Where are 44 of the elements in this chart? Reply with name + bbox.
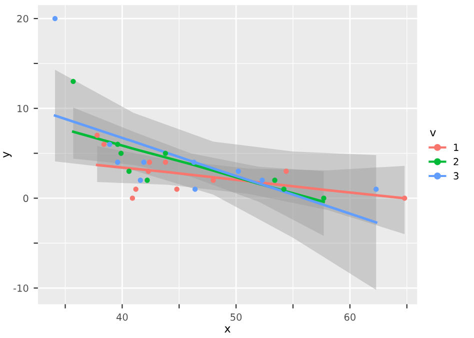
y-axis-title: y	[3, 152, 12, 158]
point	[133, 186, 138, 192]
point	[118, 150, 124, 156]
point	[210, 178, 216, 183]
point	[115, 160, 120, 165]
point	[107, 142, 112, 147]
y-tick-label: 0	[23, 194, 28, 202]
legend-label: 2	[454, 158, 458, 166]
point	[192, 186, 198, 192]
legend-label: 3	[454, 172, 458, 180]
point	[115, 142, 120, 147]
x-tick-label: 40	[116, 313, 128, 321]
legend-title: v	[430, 130, 436, 136]
point	[70, 78, 76, 84]
point	[162, 150, 168, 156]
point	[144, 178, 150, 183]
point	[130, 196, 136, 201]
point	[284, 168, 289, 174]
point	[141, 160, 146, 165]
x-tick-label: 50	[230, 313, 242, 321]
legend-label: 1	[454, 144, 458, 151]
point	[374, 186, 379, 192]
x-axis-title: x	[224, 326, 230, 332]
point	[126, 168, 132, 174]
point	[281, 186, 286, 192]
y-tick-label: -10	[13, 284, 28, 292]
point	[101, 142, 107, 147]
point	[146, 168, 151, 174]
point	[321, 196, 326, 201]
point	[162, 160, 168, 165]
point	[272, 178, 278, 183]
point	[236, 168, 241, 174]
point	[138, 178, 144, 183]
point	[52, 16, 58, 22]
point	[174, 186, 180, 192]
line-series	[54, 114, 378, 224]
point	[146, 160, 152, 165]
point	[94, 132, 100, 138]
point	[402, 196, 408, 201]
point	[191, 160, 197, 165]
y-tick-label: 20	[17, 15, 28, 22]
point	[260, 178, 265, 183]
y-tick-label: 10	[18, 104, 28, 112]
x-tick-label: 60	[344, 313, 356, 321]
